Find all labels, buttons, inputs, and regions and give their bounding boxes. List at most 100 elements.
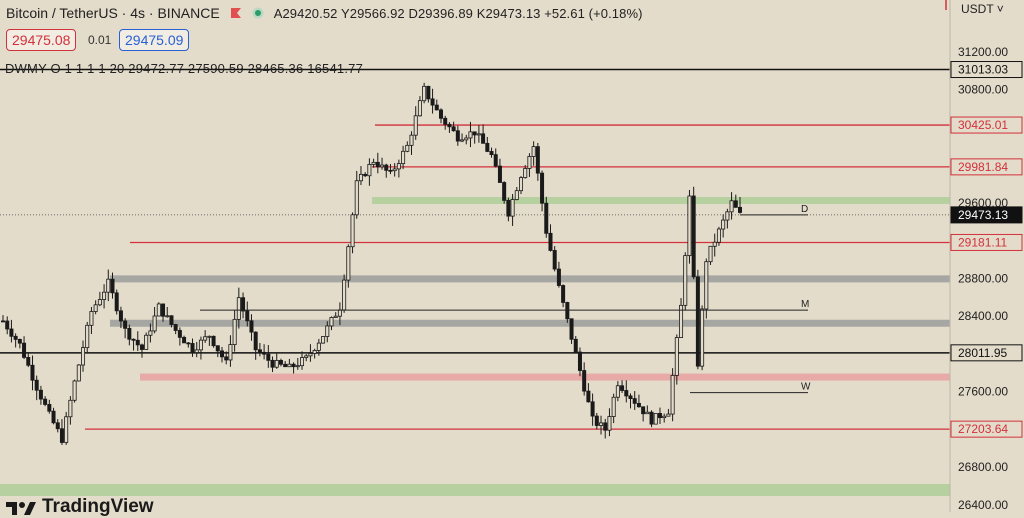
- candle: [561, 284, 566, 308]
- currency-selector[interactable]: USDT ˅: [961, 2, 1004, 16]
- price-badge: [950, 233, 1023, 251]
- candle: [405, 141, 410, 153]
- price-badge: [950, 344, 1023, 362]
- candle: [434, 99, 439, 111]
- price-badge: [950, 61, 1023, 79]
- y-tick-label: 31200.00: [958, 45, 1008, 59]
- candle: [207, 335, 212, 346]
- candle: [47, 399, 52, 414]
- price-badge-label: 29181.11: [958, 235, 1007, 249]
- candle: [173, 323, 178, 335]
- candle: [114, 289, 119, 315]
- candle: [489, 147, 494, 158]
- candle: [215, 345, 220, 358]
- candle: [325, 321, 330, 343]
- candle: [674, 334, 679, 385]
- candle: [485, 136, 490, 153]
- pivot-label: D: [801, 204, 808, 215]
- candle: [0, 315, 6, 323]
- candle: [203, 330, 208, 343]
- candle: [510, 194, 515, 226]
- price-badge-label: 30425.01: [958, 118, 1008, 132]
- candle: [738, 197, 743, 214]
- candle: [241, 292, 246, 319]
- candle: [26, 352, 31, 368]
- candle: [262, 344, 267, 360]
- candle: [64, 411, 69, 445]
- candle: [392, 163, 397, 177]
- candle: [590, 393, 595, 426]
- candle: [190, 338, 195, 357]
- price-badge-label: 28011.95: [958, 346, 1007, 360]
- candle: [194, 342, 199, 358]
- candle: [102, 284, 107, 309]
- candle: [679, 298, 684, 338]
- candle: [514, 187, 519, 201]
- candle: [118, 306, 123, 329]
- candle: [169, 315, 174, 328]
- candle: [573, 335, 578, 353]
- candle: [653, 413, 658, 425]
- candle: [535, 142, 540, 181]
- candle: [85, 321, 90, 353]
- candle: [316, 338, 321, 356]
- candle: [716, 226, 721, 246]
- candle: [506, 197, 511, 222]
- candle: [443, 115, 448, 130]
- candle: [131, 338, 136, 351]
- candle: [354, 170, 359, 219]
- price-axis: 26400.0026800.0027200.0027600.0028000.00…: [945, 0, 1023, 512]
- candle: [615, 381, 620, 402]
- candle: [527, 153, 532, 177]
- flag-icon[interactable]: [230, 7, 242, 19]
- candle: [577, 347, 582, 377]
- candle: [594, 412, 599, 430]
- candle: [333, 312, 338, 318]
- candle: [358, 166, 363, 186]
- zone-band: [372, 197, 950, 205]
- candle: [266, 345, 271, 368]
- candle: [270, 356, 275, 373]
- pivot-indicator-legend[interactable]: DWMY O 1 1 1 1 20 29472.77 27590.59 2846…: [5, 61, 364, 76]
- candle: [430, 88, 435, 114]
- logo-text: TradingView: [42, 496, 154, 517]
- candle: [700, 305, 705, 371]
- candle: [300, 351, 305, 370]
- candle: [582, 362, 587, 396]
- buy-price-button[interactable]: 29475.09: [119, 29, 190, 51]
- candle: [38, 385, 43, 405]
- zones-layer: [0, 197, 950, 497]
- candle: [5, 316, 10, 335]
- price-badge: [950, 116, 1023, 134]
- price-badge: [950, 206, 1023, 224]
- candle: [350, 212, 355, 254]
- candle: [291, 362, 296, 374]
- market-status-icon: [252, 7, 264, 19]
- price-badge-label: 27203.64: [958, 422, 1008, 436]
- candle: [110, 272, 115, 299]
- pivots-layer: D M W: [200, 204, 811, 394]
- sell-price-button[interactable]: 29475.08: [6, 29, 77, 51]
- candle: [148, 323, 153, 343]
- candle: [695, 269, 700, 370]
- symbol-title[interactable]: Bitcoin / TetherUS · 4s · BINANCE: [6, 5, 220, 21]
- candle: [295, 357, 300, 370]
- candle: [460, 133, 465, 143]
- candle: [72, 379, 77, 403]
- tradingview-logo: TradingView: [6, 496, 154, 518]
- zone-band: [140, 373, 950, 381]
- candle: [43, 396, 48, 407]
- candle: [468, 121, 473, 148]
- pivot-label: W: [801, 382, 811, 393]
- candle: [388, 164, 393, 175]
- candle: [257, 342, 262, 357]
- candle: [691, 186, 696, 280]
- candle: [603, 418, 608, 439]
- candle: [620, 380, 625, 393]
- candle: [683, 252, 688, 311]
- candle: [278, 358, 283, 367]
- price-badge-label: 29981.84: [958, 160, 1008, 174]
- candle: [712, 233, 717, 257]
- candle: [97, 291, 102, 307]
